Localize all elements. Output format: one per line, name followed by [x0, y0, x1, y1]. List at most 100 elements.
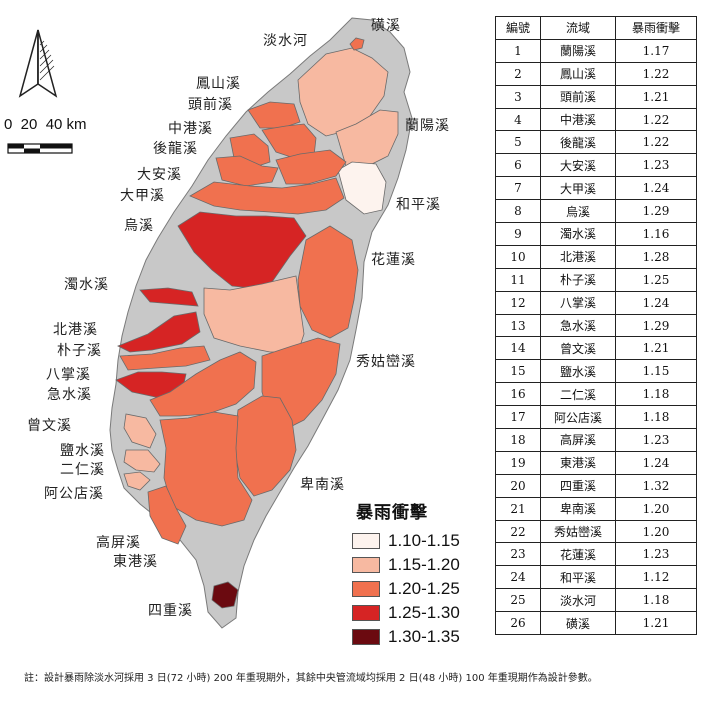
cell-basin: 高屏溪 [540, 428, 616, 452]
table-row: 18 高屏溪 1.23 [495, 428, 697, 452]
table-row: 23 花蓮溪 1.23 [495, 542, 697, 567]
basin-puzi [139, 287, 199, 307]
cell-number: 25 [495, 588, 541, 613]
cell-number: 5 [495, 130, 541, 155]
table-row: 17 阿公店溪 1.18 [495, 405, 697, 430]
cell-basin: 四重溪 [540, 473, 616, 498]
cell-impact: 1.22 [615, 107, 697, 132]
cell-impact: 1.18 [615, 382, 697, 407]
table-row: 11 朴子溪 1.25 [495, 267, 697, 292]
cell-impact: 1.23 [615, 153, 697, 178]
table-row: 12 八掌溪 1.24 [495, 290, 697, 315]
cell-basin: 淡水河 [540, 588, 616, 613]
legend-item: 1.20-1.25 [352, 577, 460, 601]
basin-zengwen [149, 351, 257, 417]
cell-impact: 1.21 [615, 336, 697, 361]
basin-agongdian [123, 471, 151, 491]
cell-basin: 秀姑巒溪 [540, 519, 616, 544]
label-hualien: 花蓮溪 [371, 252, 416, 268]
footnote: 註：設計暴雨除淡水河採用 3 日(72 小時) 200 年重現期外，其餘中央管流… [24, 673, 598, 684]
cell-number: 2 [495, 61, 541, 86]
cell-impact: 1.21 [615, 84, 697, 109]
label-touqian: 頭前溪 [188, 97, 233, 113]
basin-fengshan [247, 101, 301, 129]
cell-basin: 中港溪 [540, 107, 616, 132]
table-row: 15 鹽水溪 1.15 [495, 359, 697, 384]
cell-impact: 1.17 [615, 38, 697, 63]
cell-basin: 後龍溪 [540, 130, 616, 155]
cell-impact: 1.32 [615, 473, 697, 498]
cell-basin: 磺溪 [540, 611, 616, 636]
table-row: 22 秀姑巒溪 1.20 [495, 519, 697, 544]
basin-bazhang [119, 345, 211, 371]
table-row: 9 濁水溪 1.16 [495, 222, 697, 246]
label-yanshui: 鹽水溪 [60, 443, 105, 459]
basin-donggang [147, 485, 187, 545]
table-row: 2 鳳山溪 1.22 [495, 61, 697, 86]
cell-impact: 1.23 [615, 542, 697, 567]
header-basin: 流域 [540, 16, 616, 40]
cell-basin: 東港溪 [540, 450, 616, 475]
cell-impact: 1.15 [615, 359, 697, 384]
cell-number: 21 [495, 496, 541, 521]
cell-number: 13 [495, 313, 541, 338]
cell-impact: 1.21 [615, 611, 697, 636]
cell-impact: 1.22 [615, 61, 697, 86]
cell-number: 15 [495, 359, 541, 384]
label-zengwen: 曾文溪 [27, 418, 72, 434]
legend-title: 暴雨衝擊 [356, 503, 428, 523]
label-tanshui: 淡水河 [263, 33, 308, 49]
cell-basin: 北港溪 [540, 244, 616, 269]
table-row: 14 曾文溪 1.21 [495, 336, 697, 361]
scale-bar [7, 143, 73, 154]
cell-number: 22 [495, 519, 541, 544]
legend-swatch [352, 581, 380, 597]
label-jishui: 急水溪 [47, 387, 92, 403]
label-beinan: 卑南溪 [300, 477, 345, 493]
cell-basin: 卑南溪 [540, 496, 616, 521]
label-bazhang: 八掌溪 [46, 367, 91, 383]
basin-erren [123, 449, 161, 473]
basin-dajia [189, 177, 345, 215]
cell-impact: 1.22 [615, 130, 697, 155]
table-row: 3 頭前溪 1.21 [495, 84, 697, 109]
cell-impact: 1.20 [615, 496, 697, 521]
cell-basin: 急水溪 [540, 313, 616, 338]
cell-number: 4 [495, 107, 541, 132]
table-header-row: 編號 流域 暴雨衝擊 [495, 16, 697, 40]
table-row: 24 和平溪 1.12 [495, 565, 697, 590]
legend-item: 1.15-1.20 [352, 553, 460, 577]
cell-number: 9 [495, 222, 541, 246]
label-zhonggang: 中港溪 [168, 121, 213, 137]
cell-number: 19 [495, 450, 541, 475]
table-row: 19 東港溪 1.24 [495, 450, 697, 475]
label-houlong: 後龍溪 [153, 141, 198, 157]
label-beigang: 北港溪 [53, 322, 98, 338]
cell-impact: 1.29 [615, 199, 697, 224]
cell-number: 17 [495, 405, 541, 430]
cell-basin: 大甲溪 [540, 176, 616, 201]
basin-heping [337, 161, 387, 215]
basin-kuangxi [349, 37, 365, 51]
basin-daan [275, 149, 347, 185]
legend-label: 1.15-1.20 [388, 555, 460, 574]
cell-impact: 1.23 [615, 428, 697, 452]
header-impact: 暴雨衝擊 [615, 16, 697, 40]
table-row: 5 後龍溪 1.22 [495, 130, 697, 155]
legend-swatch [352, 605, 380, 621]
cell-number: 10 [495, 244, 541, 269]
cell-basin: 大安溪 [540, 153, 616, 178]
basin-wuxi [177, 211, 307, 289]
basin-yanshui [123, 413, 157, 449]
label-gaoping: 高屏溪 [96, 535, 141, 551]
cell-number: 8 [495, 199, 541, 224]
basin-impact-table: 編號 流域 暴雨衝擊 1 蘭陽溪 1.17 2 鳳山溪 1.22 3 頭前溪 1.21 4 中港溪 1… [495, 16, 697, 636]
cell-number: 16 [495, 382, 541, 407]
legend-item: 1.10-1.15 [352, 529, 460, 553]
cell-basin: 頭前溪 [540, 84, 616, 109]
label-fengshan: 鳳山溪 [196, 76, 241, 92]
legend-swatch [352, 533, 380, 549]
cell-number: 14 [495, 336, 541, 361]
label-zhuoshui: 濁水溪 [64, 277, 109, 293]
cell-number: 23 [495, 542, 541, 567]
